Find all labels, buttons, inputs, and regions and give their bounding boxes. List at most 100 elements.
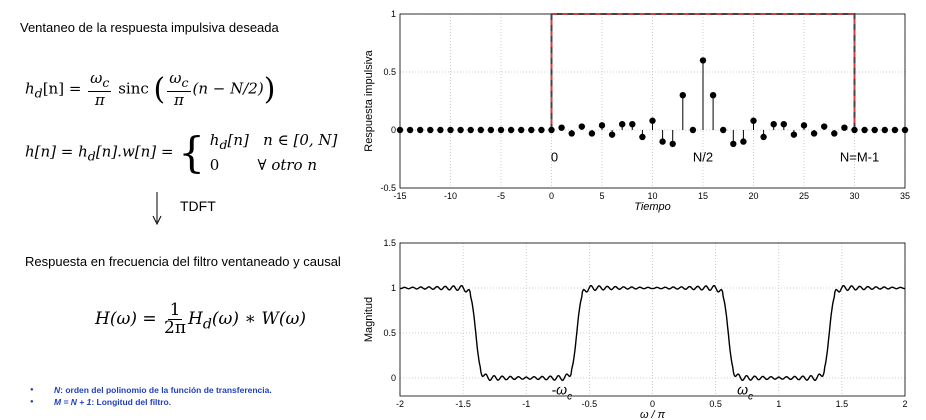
stem-point — [750, 117, 757, 124]
magnitude-y-axis-label: Magnitud — [363, 297, 375, 342]
stem-point — [720, 126, 727, 134]
magnitude-x-tick-label: -2 — [396, 399, 404, 409]
annotation-subscript: c — [567, 392, 572, 403]
magnitude-annotation: -ωc — [552, 382, 573, 403]
stem-point — [396, 126, 404, 134]
stem-point — [760, 133, 767, 141]
stem-point — [800, 122, 808, 129]
magnitude-curve — [400, 285, 905, 381]
charts-area: -15 -10 -5 0 5 10 15 20 25 30 35-0.500.51Respuesta… — [363, 9, 910, 420]
stem-point — [437, 126, 444, 134]
stem-point — [841, 124, 848, 131]
stem-point — [457, 126, 464, 134]
magnitude-x-axis-label: ω / π — [640, 409, 666, 420]
impulse-response-chart: -15 -10 -5 0 5 10 15 20 25 30 35 -0.5 0 0.5 1 Respuesta… — [363, 9, 910, 213]
window-line-dash — [550, 13, 856, 130]
impulse-annotation: 0 — [551, 149, 558, 164]
stem-point — [467, 126, 474, 134]
impulse-x-tick-label: 35 — [900, 191, 910, 201]
magnitude-annotation: ωc — [737, 382, 753, 403]
impulse-x-tick-label: 25 — [799, 191, 809, 201]
stem-point — [730, 140, 737, 148]
stem-point — [578, 123, 585, 130]
stem-point — [881, 126, 888, 134]
magnitude-y-tick-label: 1.5 — [383, 238, 396, 248]
impulse-x-axis-label: Tiempo — [634, 201, 671, 213]
magnitude-x-tick-label: -1 — [522, 399, 530, 409]
magnitude-x-tick-label: 1.5 — [836, 399, 849, 409]
equation-h-window: h[n] = hd[n].w[n] = { hd[n] n ∈ [0, N] 0… — [25, 128, 338, 177]
magnitude-x-tick-label: 1 — [776, 399, 781, 409]
impulse-annotation: N=M-1 — [840, 149, 879, 164]
stem-point — [417, 126, 424, 134]
stem-point — [598, 122, 606, 129]
stem-point — [629, 121, 636, 128]
stem-point — [497, 126, 505, 134]
impulse-y-tick-label: 0.5 — [383, 67, 396, 77]
magnitude-y-tick-label: 0.5 — [383, 328, 396, 338]
stem-point — [528, 126, 535, 134]
stem-point — [689, 126, 697, 134]
stem-point — [447, 126, 454, 134]
impulse-x-tick-label: -5 — [497, 191, 505, 201]
stem-point — [507, 126, 515, 134]
stem-point — [588, 130, 596, 137]
stem-point — [406, 126, 414, 134]
magnitude-y-tick-label: 0 — [391, 373, 396, 383]
impulse-y-tick-label: 1 — [391, 9, 396, 19]
stem-point — [639, 133, 646, 141]
stem-point — [619, 121, 626, 128]
stem-point — [649, 117, 656, 124]
magnitude-x-tick-label: 0 — [650, 399, 655, 409]
stem-point — [851, 126, 858, 134]
stem-point — [790, 131, 798, 138]
stem-point — [679, 92, 686, 99]
magnitude-x-tick-label: -1.5 — [455, 399, 471, 409]
stem-point — [871, 126, 878, 134]
magnitude-x-tick-label: 2 — [902, 399, 907, 409]
stem-point — [538, 126, 545, 134]
magnitude-y-tick-label: 1 — [391, 283, 396, 293]
stem-point — [608, 131, 616, 138]
bullet-list: N: orden del polinomio de la función de … — [30, 384, 272, 408]
bullet-item-m: M = N + 1: Longitud del filtro. — [30, 396, 272, 408]
magnitude-frame — [399, 242, 906, 397]
stem-point — [810, 130, 818, 137]
stem-point — [477, 126, 484, 134]
stem-point — [770, 121, 777, 128]
impulse-x-tick-label: 10 — [647, 191, 657, 201]
stem-point — [518, 126, 525, 134]
stem-point — [861, 126, 868, 134]
impulse-y-tick-label: -0.5 — [380, 183, 396, 193]
impulse-x-tick-label: -10 — [444, 191, 457, 201]
heading-windowing: Ventaneo de la respuesta impulsiva desea… — [20, 20, 279, 35]
impulse-x-tick-label: 20 — [748, 191, 758, 201]
stem-point — [831, 130, 838, 137]
stem-point — [558, 124, 565, 131]
impulse-x-tick-label: 5 — [599, 191, 604, 201]
bullet-item-n: N: orden del polinomio de la función de … — [30, 384, 272, 396]
heading-frequency-response: Respuesta en frecuencia del filtro venta… — [25, 254, 341, 269]
impulse-y-tick-label: 0 — [391, 125, 396, 135]
stem-point — [487, 126, 495, 134]
stem-point — [568, 130, 575, 137]
impulse-annotation: N/2 — [693, 149, 713, 164]
tdft-label: TDFT — [180, 198, 216, 214]
stem-point — [427, 126, 434, 134]
impulse-x-tick-label: 15 — [698, 191, 708, 201]
magnitude-x-tick-label: 0.5 — [709, 399, 722, 409]
impulse-y-axis-label: Respuesta impulsiva — [363, 49, 375, 151]
stem-point — [901, 126, 909, 134]
impulse-x-tick-label: -15 — [393, 191, 406, 201]
magnitude-x-tick-label: -0.5 — [582, 399, 598, 409]
stem-point — [821, 123, 828, 130]
annotation-subscript: c — [748, 392, 753, 403]
stem-point — [740, 138, 747, 145]
stem-point — [669, 140, 676, 148]
impulse-x-tick-label: 0 — [549, 191, 554, 201]
stem-point — [548, 126, 555, 134]
stem-point — [699, 57, 707, 64]
stem-point — [709, 92, 717, 99]
impulse-x-tick-label: 30 — [849, 191, 859, 201]
stem-point — [659, 138, 666, 145]
